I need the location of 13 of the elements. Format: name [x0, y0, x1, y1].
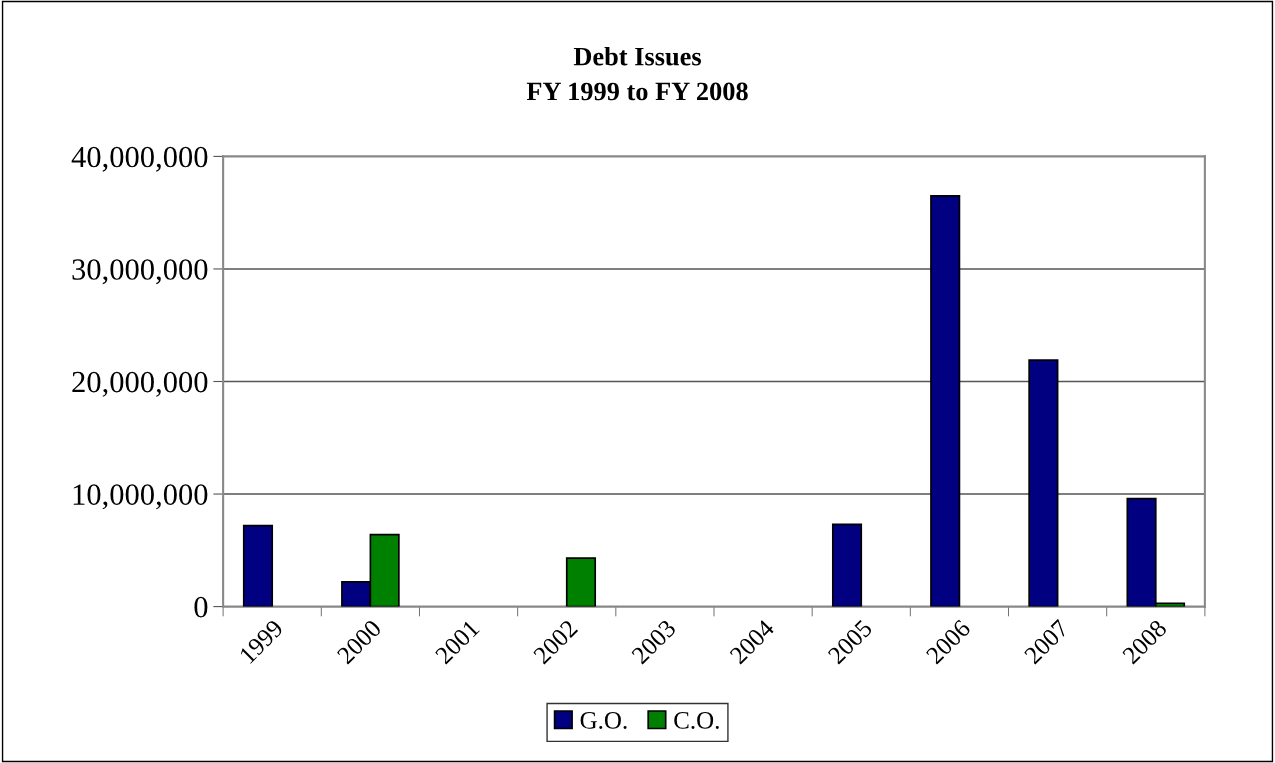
y-tick-label: 0 — [194, 596, 208, 618]
bar — [831, 523, 863, 607]
chart-title: Debt Issues FY 1999 to FY 2008 — [526, 46, 748, 101]
bar — [1028, 359, 1059, 607]
bar — [930, 194, 961, 607]
bar — [565, 557, 597, 607]
bar — [242, 524, 274, 607]
y-tick-label: 40,000,000 — [71, 146, 208, 172]
legend-label: C.O. — [674, 711, 719, 729]
legend-label: G.O. — [580, 711, 627, 729]
y-tick-label: 20,000,000 — [72, 371, 208, 397]
y-tick-label: 10,000,000 — [73, 484, 208, 510]
y-tick-label: 30,000,000 — [72, 259, 208, 285]
